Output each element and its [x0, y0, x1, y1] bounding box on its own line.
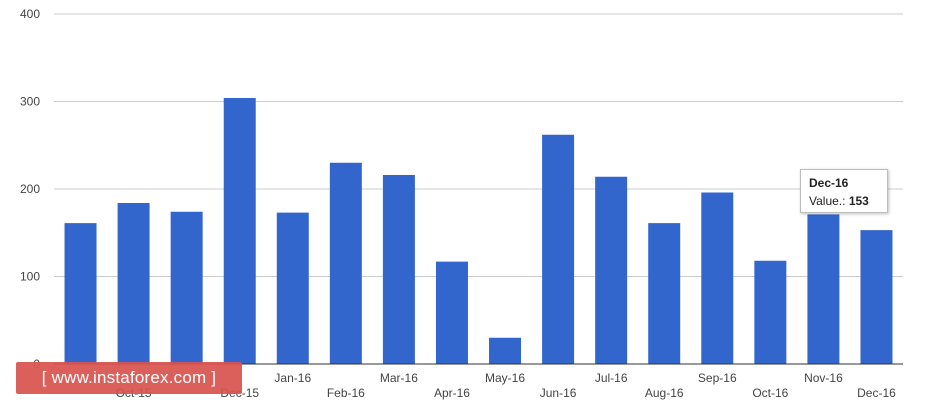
x-tick-label: Aug-16 — [645, 386, 684, 400]
bar-Dec-15[interactable] — [223, 98, 256, 364]
bar-Jun-16[interactable] — [542, 134, 575, 364]
y-tick-label: 400 — [20, 7, 40, 21]
y-tick-label: 300 — [20, 95, 40, 109]
bar-Dec-16[interactable] — [860, 230, 893, 364]
tooltip-label: Value.: — [809, 194, 846, 208]
bar-Oct-16[interactable] — [754, 260, 787, 364]
y-axis-ticks: 0100200300400 — [20, 7, 40, 371]
bar-Sep-16[interactable] — [701, 192, 734, 365]
tooltip-value-row: Value.: 153 — [809, 194, 879, 208]
watermark-text: [ www.instaforex.com ] — [41, 368, 217, 387]
bar-Mar-16[interactable] — [382, 175, 415, 364]
bar-May-16[interactable] — [489, 337, 522, 364]
x-tick-label: Jun-16 — [540, 386, 577, 400]
bar-Jul-16[interactable] — [595, 176, 628, 364]
x-tick-label: Nov-16 — [804, 371, 843, 385]
x-tick-label: Dec-16 — [857, 386, 896, 400]
x-tick-label: Mar-16 — [380, 371, 418, 385]
x-tick-label: Feb-16 — [327, 386, 365, 400]
x-tick-label: Jan-16 — [274, 371, 311, 385]
x-tick-label: Oct-16 — [752, 386, 788, 400]
x-tick-label: Sep-16 — [698, 371, 737, 385]
bar-Nov-16[interactable] — [807, 214, 840, 364]
bar-Sep-15[interactable] — [64, 223, 97, 364]
bar-Jan-16[interactable] — [276, 212, 309, 364]
watermark-logo: [ www.instaforex.com ] — [16, 362, 242, 394]
bar-Apr-16[interactable] — [435, 261, 468, 364]
bar-tooltip: Dec-16 Value.: 153 — [800, 169, 888, 213]
x-tick-label: Apr-16 — [434, 386, 470, 400]
bars — [64, 98, 893, 365]
bar-Oct-15[interactable] — [117, 203, 150, 364]
y-tick-label: 100 — [20, 270, 40, 284]
x-tick-label: May-16 — [485, 371, 525, 385]
bar-Aug-16[interactable] — [648, 223, 681, 364]
y-tick-label: 200 — [20, 182, 40, 196]
tooltip-value: 153 — [848, 194, 869, 208]
x-tick-label: Jul-16 — [595, 371, 628, 385]
tooltip-title: Dec-16 — [809, 176, 849, 190]
bar-Feb-16[interactable] — [329, 162, 362, 364]
bar-Nov-15[interactable] — [170, 211, 203, 364]
